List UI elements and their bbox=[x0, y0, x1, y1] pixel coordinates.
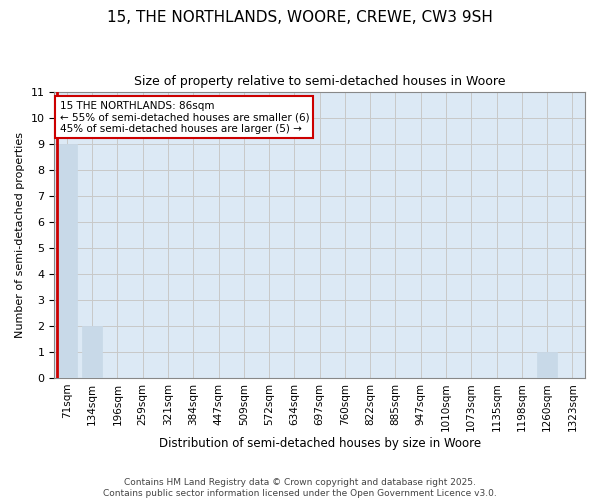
Text: Contains HM Land Registry data © Crown copyright and database right 2025.
Contai: Contains HM Land Registry data © Crown c… bbox=[103, 478, 497, 498]
Text: 15, THE NORTHLANDS, WOORE, CREWE, CW3 9SH: 15, THE NORTHLANDS, WOORE, CREWE, CW3 9S… bbox=[107, 10, 493, 25]
Bar bbox=[57, 144, 77, 378]
Title: Size of property relative to semi-detached houses in Woore: Size of property relative to semi-detach… bbox=[134, 75, 505, 88]
X-axis label: Distribution of semi-detached houses by size in Woore: Distribution of semi-detached houses by … bbox=[158, 437, 481, 450]
Bar bbox=[82, 326, 102, 378]
Text: 15 THE NORTHLANDS: 86sqm
← 55% of semi-detached houses are smaller (6)
45% of se: 15 THE NORTHLANDS: 86sqm ← 55% of semi-d… bbox=[59, 100, 309, 134]
Bar bbox=[537, 352, 557, 378]
Y-axis label: Number of semi-detached properties: Number of semi-detached properties bbox=[15, 132, 25, 338]
